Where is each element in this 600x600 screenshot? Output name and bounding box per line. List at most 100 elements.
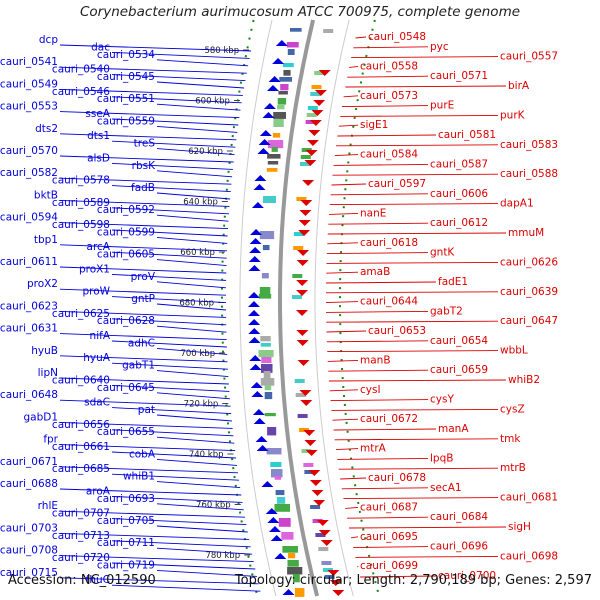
- right-leader-line: [331, 408, 499, 411]
- left-gene-label: cauri_0715: [0, 567, 58, 579]
- left-leader-line: [111, 51, 250, 59]
- left-leader-line: [111, 296, 227, 304]
- forward-gene-arrow: [275, 40, 288, 46]
- right-leader-line: [334, 438, 499, 441]
- left-leader-line: [111, 318, 227, 326]
- left-gene-label: lipN: [38, 367, 58, 379]
- map-title: Corynebacterium aurimucosum ATCC 700975,…: [79, 4, 521, 20]
- left-leader-line: [59, 444, 236, 452]
- content-block: [293, 232, 304, 236]
- right-leader-line: [355, 36, 367, 39]
- content-block: [260, 343, 271, 347]
- left-gene-label: gabD1: [23, 411, 58, 423]
- content-block: [300, 162, 310, 166]
- tick-label: 680 kbp: [179, 299, 214, 309]
- right-gene-label: cauri_0644: [360, 296, 418, 308]
- content-block: [312, 519, 323, 523]
- right-gene-label: fadE1: [438, 276, 468, 288]
- right-leader-line: [335, 448, 359, 451]
- left-gene-label: fadB: [131, 182, 155, 194]
- right-leader-line: [350, 536, 359, 539]
- left-gene-label: cauri_0655: [97, 426, 155, 438]
- forward-gene-arrow: [248, 292, 261, 298]
- right-gene-label: cauri_0583: [500, 139, 558, 151]
- right-leader-line: [326, 281, 437, 284]
- content-block: [301, 449, 312, 453]
- forward-gene-arrow: [248, 256, 261, 262]
- right-gene-label: cauri_0695: [360, 531, 418, 543]
- right-gene-label: cysY: [430, 394, 454, 406]
- left-gene-label: cauri_0656: [52, 419, 110, 431]
- right-gene-label: cauri_0698: [500, 550, 558, 562]
- content-block: [281, 532, 294, 540]
- left-leader-line: [111, 273, 227, 281]
- left-leader-line: [59, 288, 227, 296]
- left-leader-line: [111, 74, 246, 82]
- right-gene-label: gabT2: [430, 305, 463, 317]
- reverse-gene-arrow: [299, 210, 312, 216]
- forward-gene-arrow: [282, 589, 295, 595]
- left-leader-line: [59, 488, 242, 496]
- left-leader-line: [111, 185, 231, 193]
- right-gene-label: cauri_0584: [360, 149, 418, 161]
- content-block: [275, 490, 285, 496]
- left-leader-line: [156, 481, 241, 489]
- right-leader-line: [332, 418, 359, 421]
- right-leader-line: [326, 330, 367, 333]
- left-leader-line: [156, 125, 238, 133]
- left-leader-line: [111, 407, 232, 415]
- content-block: [294, 379, 305, 383]
- right-leader-line: [328, 379, 507, 382]
- right-leader-lines: [325, 36, 507, 578]
- content-block: [259, 231, 275, 240]
- content-block: [311, 85, 322, 89]
- reverse-gene-arrow: [298, 230, 311, 236]
- right-gene-label: cauri_0678: [368, 472, 426, 484]
- right-gene-label: mtrA: [360, 443, 387, 455]
- right-leader-line: [326, 320, 499, 323]
- forward-gene-arrow: [255, 436, 268, 442]
- forward-gene-arrow: [267, 517, 280, 523]
- content-block: [261, 273, 269, 279]
- left-leader-line: [111, 207, 229, 215]
- reverse-gene-arrow: [297, 250, 310, 256]
- right-leader-line: [355, 555, 499, 558]
- left-gene-label: cauri_0713: [52, 530, 110, 542]
- left-gene-label: cauri_0688: [0, 478, 58, 490]
- content-block: [263, 196, 276, 203]
- right-gene-label: cauri_0558: [360, 60, 418, 72]
- right-gene-label: mmuM: [508, 227, 544, 239]
- right-gene-label: cauri_0612: [430, 217, 488, 229]
- right-leader-line: [351, 56, 499, 59]
- reverse-gene-arrow: [308, 470, 321, 476]
- left-gene-label: cauri_0693: [97, 493, 155, 505]
- left-leader-line: [111, 96, 242, 104]
- tick-label: 580 kbp: [204, 46, 239, 56]
- right-gene-label: purE: [430, 100, 454, 112]
- left-leader-line: [156, 503, 244, 511]
- right-gene-label: cauri_0626: [500, 256, 558, 268]
- left-gene-label: cauri_0671: [0, 456, 58, 468]
- forward-gene-arrow: [248, 301, 261, 307]
- content-block: [315, 533, 326, 537]
- reverse-gene-arrow: [296, 290, 309, 296]
- content-block: [287, 49, 295, 55]
- content-block: [264, 385, 272, 391]
- right-gene-label: secA1: [430, 482, 462, 494]
- right-leader-line: [340, 477, 367, 480]
- content-block: [260, 336, 271, 342]
- forward-gene-arrow: [249, 238, 262, 244]
- left-leader-line: [156, 259, 227, 267]
- right-gene-label: cauri_0606: [430, 188, 488, 200]
- right-leader-line: [343, 95, 359, 98]
- tick-label: 700 kbp: [180, 349, 215, 359]
- reverse-gene-arrow: [296, 310, 309, 316]
- forward-gene-arrow: [268, 526, 281, 532]
- left-gene-label: fpr: [43, 434, 58, 446]
- content-block: [267, 154, 281, 159]
- tick-label: 740 kbp: [189, 450, 224, 460]
- left-gene-label: cauri_0570: [0, 145, 58, 157]
- right-gene-label: cauri_0647: [500, 315, 558, 327]
